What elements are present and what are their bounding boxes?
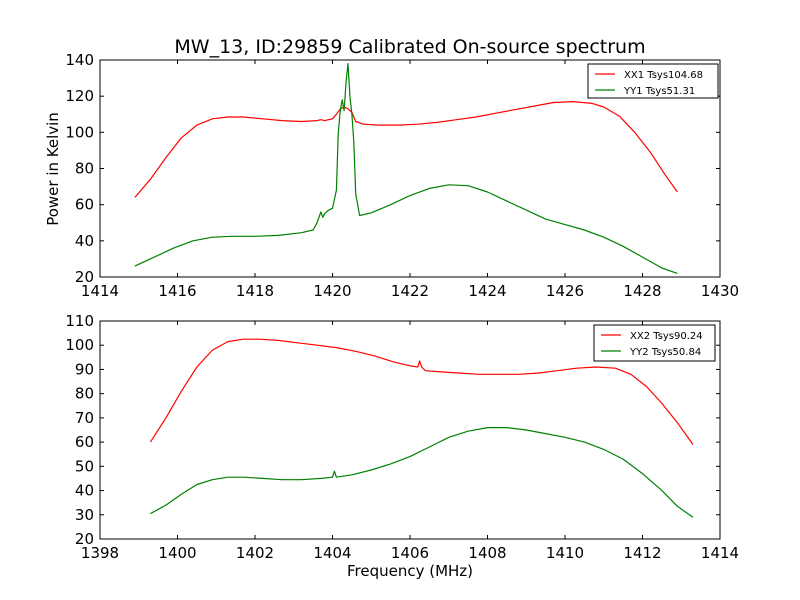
y-tick-label: 40 [75,232,94,250]
x-tick-label: 1412 [623,544,661,562]
x-tick-label: 1416 [158,282,196,300]
x-tick-label: 1408 [468,544,506,562]
series-line-1 [134,101,678,198]
x-tick-label: 1426 [546,282,584,300]
y-axis-label: Power in Kelvin [44,112,62,226]
x-tick-label: 1406 [391,544,429,562]
x-tick-label: 1400 [158,544,196,562]
y-tick-label: 20 [75,530,94,548]
series-line-1 [149,338,694,445]
y-tick-label: 110 [65,312,94,330]
bottom-panel: 1398 1400 1402 1404 1406 1408 1410 1412 1414 20 30… [65,312,739,562]
legend-box [593,324,716,362]
y-tick-label: 30 [75,506,94,524]
y-tick-label: 100 [65,123,94,141]
x-tick-label: 1398 [81,544,119,562]
x-tick-label: 1410 [546,544,584,562]
x-tick-label: 1402 [236,544,274,562]
y-tick-label: 60 [75,433,94,451]
legend-entry: YY2 Tsys50.84 [629,347,701,358]
x-tick-label: 1422 [391,282,429,300]
top-panel: 1414 1416 1418 1420 1422 1424 1426 1428 1430 20 40… [65,51,739,300]
y-tick-label: 140 [65,51,94,69]
x-tick-label: 1414 [81,282,119,300]
legend: XX2 Tsys90.24 YY2 Tsys50.84 [593,324,716,362]
legend-entry: XX1 Tsys104.68 [624,70,703,81]
y-tick-label: 70 [75,409,94,427]
y-tick-label: 120 [65,87,94,105]
y-tick-label: 100 [65,336,94,354]
x-tick-label: 1414 [701,544,739,562]
y-tick-label: 80 [75,160,94,178]
legend-box [587,63,719,99]
legend-entry: XX2 Tsys90.24 [630,331,703,342]
legend-entry: YY1 Tsys51.31 [623,86,695,97]
y-tick-label: 90 [75,360,94,378]
series-line-2 [150,427,694,518]
figure-title: MW_13, ID:29859 Calibrated On-source spe… [174,36,645,58]
x-axis-label: Frequency (MHz) [347,562,473,580]
y-tick-label: 40 [75,482,94,500]
y-tick-label: 60 [75,196,94,214]
y-tick-label: 20 [75,268,94,286]
x-tick-label: 1424 [468,282,506,300]
x-tick-label: 1430 [701,282,739,300]
x-tick-label: 1420 [313,282,351,300]
y-tick-label: 50 [75,457,94,475]
x-tick-label: 1404 [313,544,351,562]
series-line-2 [134,63,678,274]
y-tick-label: 80 [75,385,94,403]
legend: XX1 Tsys104.68 YY1 Tsys51.31 [587,63,719,99]
x-tick-label: 1428 [623,282,661,300]
x-tick-label: 1418 [236,282,274,300]
